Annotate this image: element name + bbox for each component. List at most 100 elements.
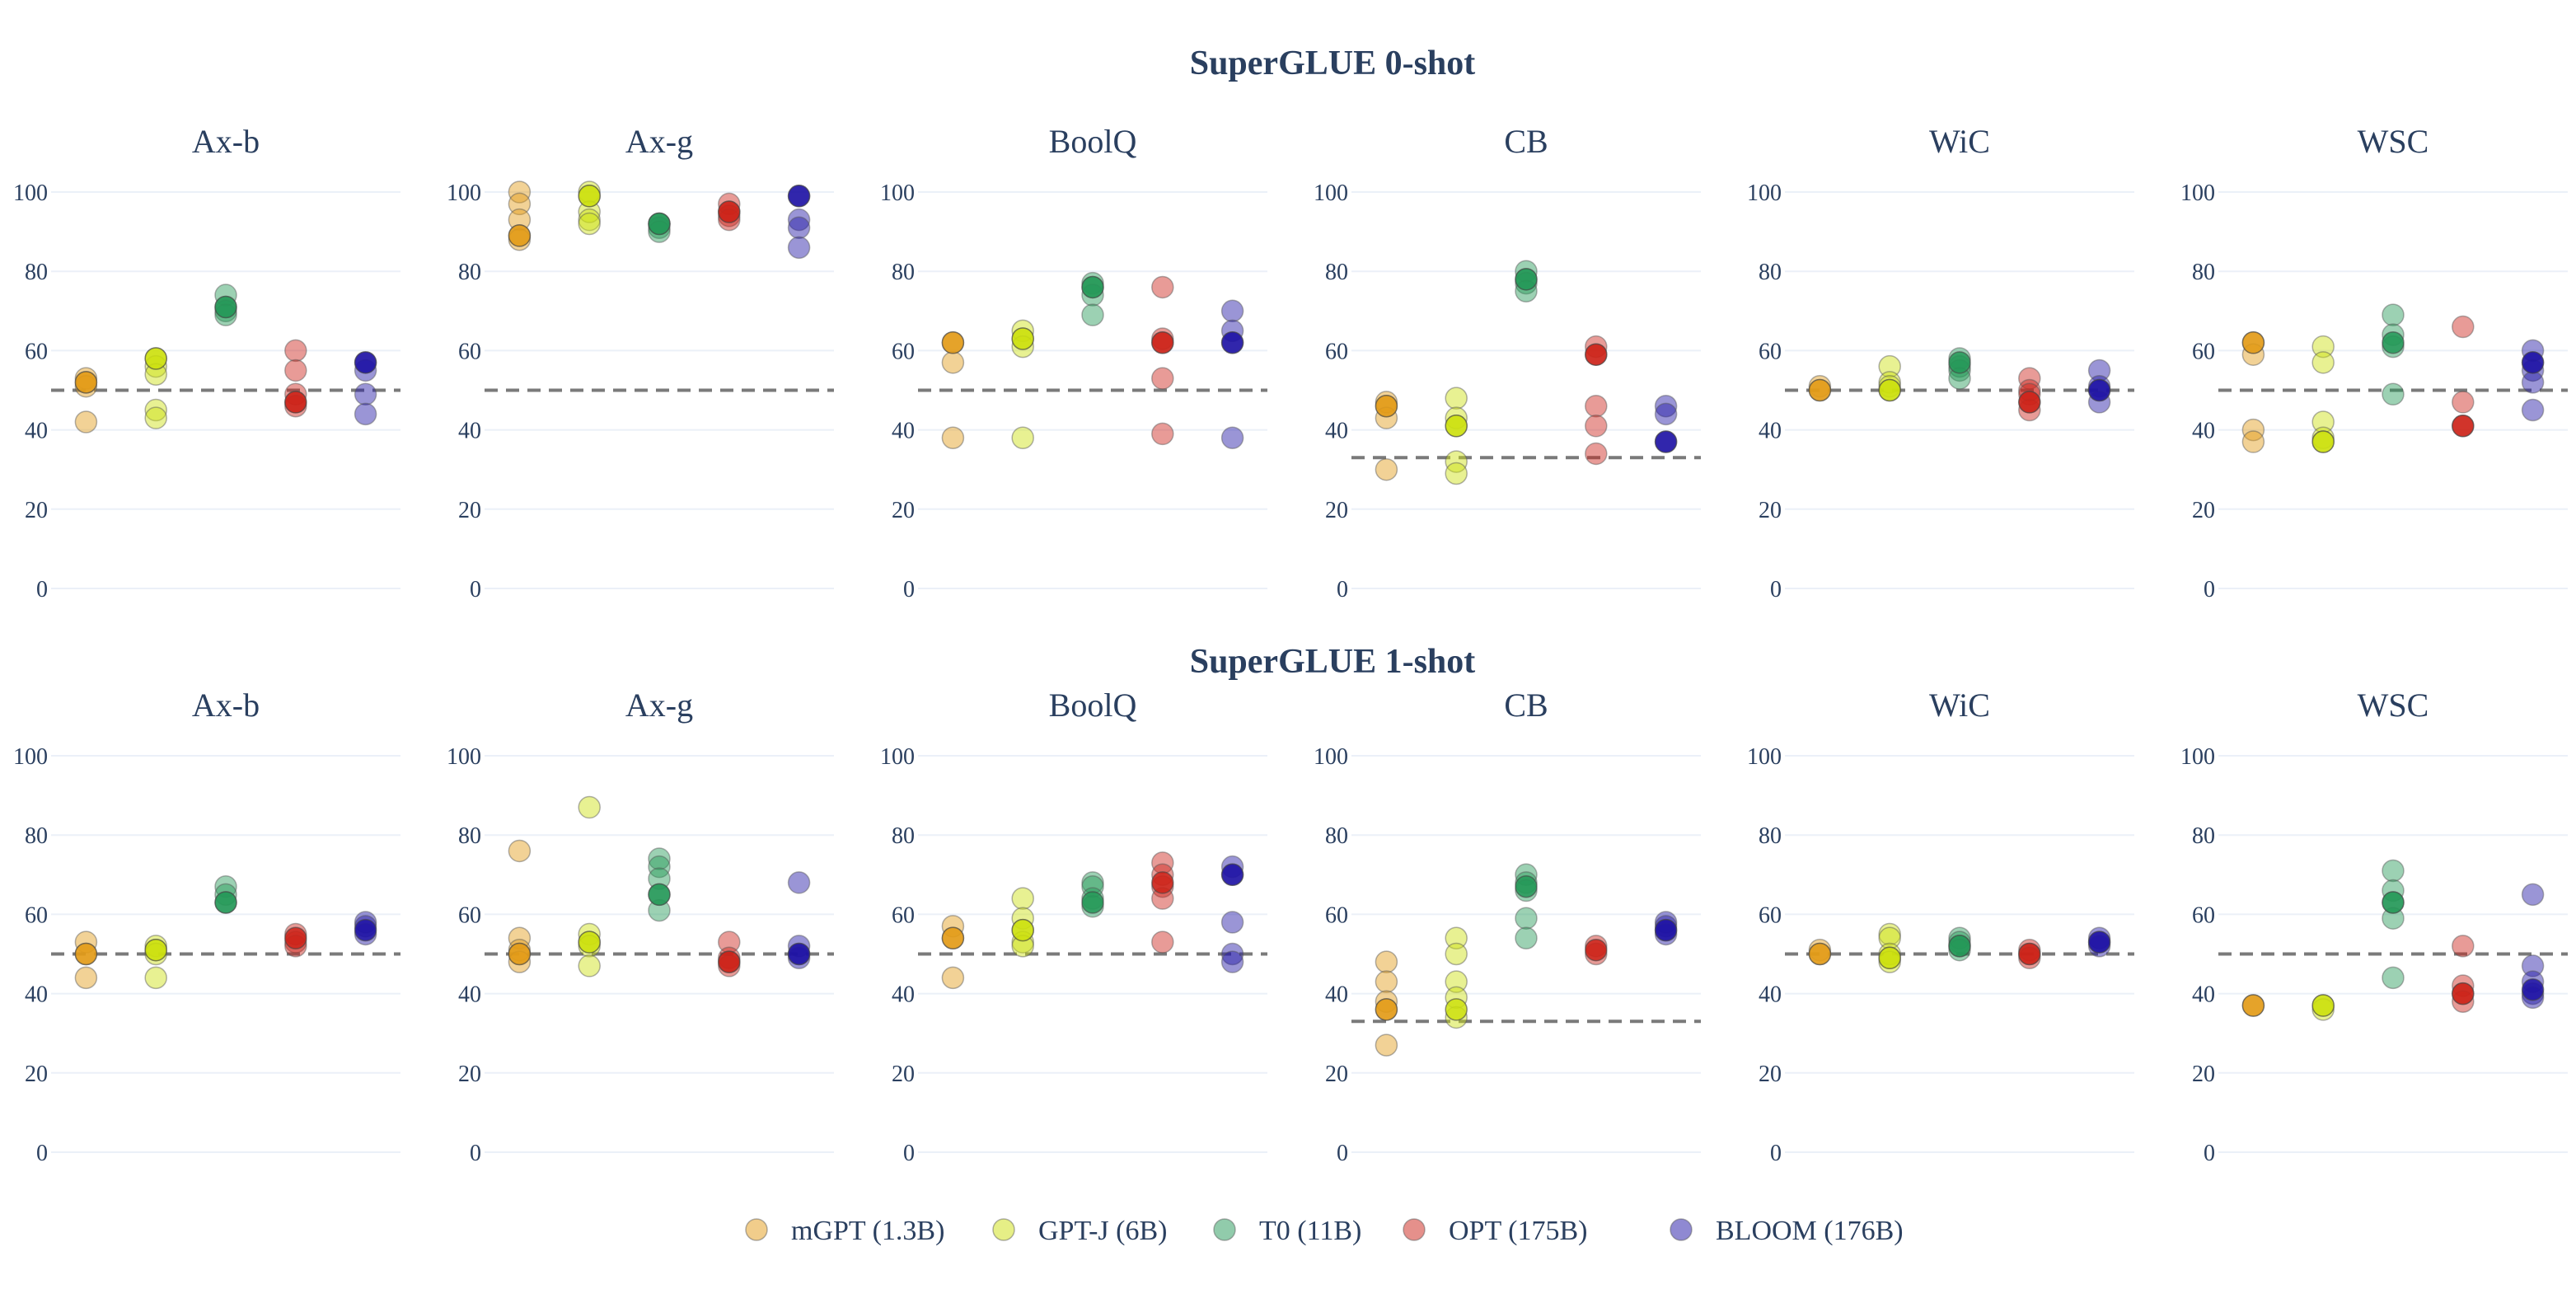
legend-item[interactable]: GPT-J (6B) — [992, 1216, 1168, 1246]
y-tick-label: 60 — [2192, 339, 2215, 364]
data-point — [578, 208, 601, 232]
y-tick-label: 0 — [1337, 577, 1348, 602]
y-tick-label: 60 — [2192, 902, 2215, 928]
data-point — [284, 359, 307, 382]
data-point-highlight — [718, 950, 741, 973]
data-point-highlight — [1445, 998, 1468, 1021]
data-point-highlight — [2311, 994, 2335, 1017]
data-point — [1878, 354, 1901, 378]
data-point — [1011, 426, 1034, 449]
data-point — [2311, 351, 2335, 374]
panel-1-4: WiC 0 20 40 60 80 100 — [1747, 687, 2134, 1166]
data-point-highlight — [1445, 415, 1468, 438]
data-point-highlight — [214, 891, 237, 914]
data-point — [2521, 371, 2545, 394]
y-tick-label: 40 — [458, 419, 481, 444]
data-point-highlight — [648, 212, 671, 236]
data-point — [2382, 303, 2405, 326]
panel-title: Ax-g — [625, 123, 693, 160]
data-point-highlight — [1375, 394, 1398, 418]
y-tick-label: 100 — [13, 180, 48, 206]
y-tick-label: 20 — [2192, 1062, 2215, 1087]
data-point — [1878, 922, 1901, 946]
row-1-title: SuperGLUE 1-shot — [1190, 643, 1476, 681]
data-point — [1151, 275, 1174, 299]
data-point — [2452, 315, 2475, 339]
y-tick-label: 0 — [36, 1141, 48, 1166]
data-point-highlight — [1220, 331, 1244, 354]
data-point-highlight — [1515, 874, 1538, 898]
legend-label: OPT (175B) — [1449, 1216, 1587, 1246]
y-tick-label: 40 — [25, 419, 48, 444]
legend: mGPT (1.3B) GPT-J (6B) T0 (11B) OPT (175B) B… — [745, 1216, 1904, 1246]
y-tick-label: 40 — [1325, 982, 1348, 1008]
data-point-highlight — [1151, 871, 1174, 894]
data-point-highlight — [214, 295, 237, 319]
panel-title: WiC — [1929, 687, 1990, 724]
y-tick-label: 80 — [2192, 823, 2215, 849]
panel-title: WiC — [1929, 123, 1990, 160]
data-point — [1515, 926, 1538, 950]
legend-marker — [1213, 1218, 1236, 1241]
legend-item[interactable]: mGPT (1.3B) — [745, 1216, 944, 1246]
y-tick-label: 100 — [1747, 180, 1782, 206]
y-tick-label: 20 — [1759, 498, 1782, 523]
data-point-highlight — [354, 351, 377, 374]
data-point-highlight — [2311, 430, 2335, 453]
data-point-highlight — [1081, 891, 1104, 914]
data-point — [1445, 970, 1468, 993]
data-point-highlight — [284, 391, 307, 414]
y-tick-label: 40 — [1759, 982, 1782, 1008]
y-tick-label: 20 — [25, 498, 48, 523]
data-point-highlight — [1081, 275, 1104, 299]
data-point-highlight — [1654, 430, 1678, 453]
y-tick-label: 100 — [880, 180, 915, 206]
data-point — [1151, 930, 1174, 954]
data-point-highlight — [2452, 982, 2475, 1005]
data-point-highlight — [508, 224, 532, 247]
y-tick-label: 100 — [13, 744, 48, 770]
y-tick-label: 40 — [2192, 982, 2215, 1008]
legend-item[interactable]: BLOOM (176B) — [1670, 1216, 1904, 1246]
data-point — [1585, 415, 1608, 438]
y-tick-label: 60 — [25, 339, 48, 364]
y-tick-label: 20 — [2192, 498, 2215, 523]
data-point — [74, 966, 98, 990]
data-point-highlight — [941, 331, 965, 354]
data-point — [578, 212, 601, 236]
panel-title: CB — [1504, 123, 1548, 160]
legend-label: mGPT (1.3B) — [791, 1216, 944, 1246]
y-tick-label: 100 — [1314, 744, 1348, 770]
y-tick-label: 0 — [470, 1141, 481, 1166]
data-point-highlight — [1654, 918, 1678, 942]
panel-0-0: Ax-b 0 20 40 60 80 100 — [13, 123, 400, 602]
y-tick-label: 20 — [458, 498, 481, 523]
data-point-highlight — [1878, 378, 1901, 402]
y-tick-label: 40 — [1325, 419, 1348, 444]
data-point — [578, 954, 601, 977]
y-tick-label: 60 — [458, 902, 481, 928]
panel-title: WSC — [2358, 687, 2429, 724]
y-tick-label: 80 — [458, 260, 481, 285]
y-tick-label: 60 — [1325, 902, 1348, 928]
data-point — [2241, 418, 2265, 442]
data-point — [1445, 462, 1468, 485]
data-point — [284, 339, 307, 363]
data-point — [2452, 391, 2475, 414]
data-point-highlight — [74, 371, 98, 394]
legend-item[interactable]: OPT (175B) — [1403, 1216, 1587, 1246]
y-tick-label: 0 — [1770, 577, 1782, 602]
data-point — [1445, 387, 1468, 410]
y-tick-label: 100 — [447, 744, 481, 770]
legend-marker — [1670, 1218, 1693, 1241]
data-point — [2521, 398, 2545, 422]
y-tick-label: 40 — [892, 982, 915, 1008]
data-point-highlight — [2452, 415, 2475, 438]
y-tick-label: 100 — [1314, 180, 1348, 206]
data-point — [144, 406, 167, 429]
legend-item[interactable]: T0 (11B) — [1213, 1216, 1361, 1246]
y-tick-label: 80 — [892, 823, 915, 849]
data-point-highlight — [1375, 998, 1398, 1021]
panel-title: BoolQ — [1049, 123, 1137, 160]
data-point-highlight — [1948, 935, 1971, 958]
